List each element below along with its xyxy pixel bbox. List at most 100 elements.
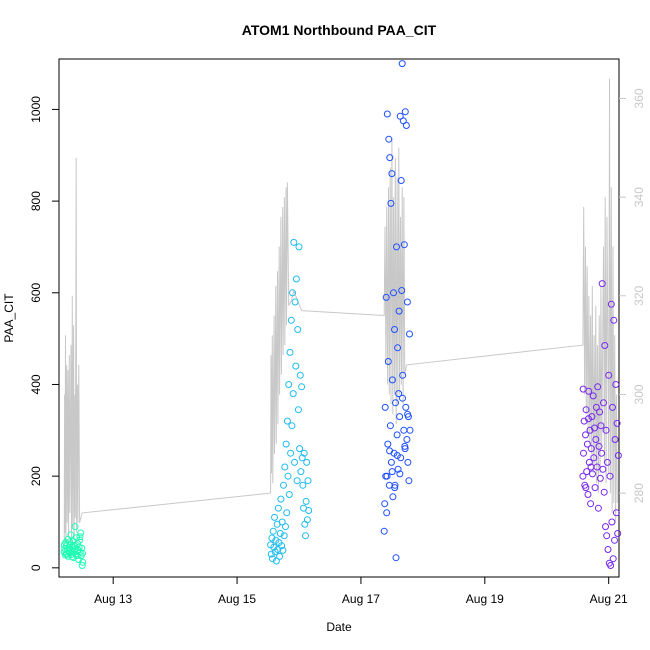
y-axis-title: PAA_CIT bbox=[2, 293, 16, 343]
data-point bbox=[276, 552, 284, 560]
data-point bbox=[388, 170, 396, 178]
data-point bbox=[393, 452, 401, 459]
data-point bbox=[599, 465, 607, 473]
data-point bbox=[391, 481, 399, 489]
data-point bbox=[587, 500, 595, 508]
data-point bbox=[79, 558, 87, 566]
data-point bbox=[269, 527, 277, 535]
data-point bbox=[585, 458, 593, 466]
data-point bbox=[291, 298, 299, 306]
data-point bbox=[580, 449, 587, 457]
data-point bbox=[391, 326, 398, 333]
y-right-tick-label: 320 bbox=[632, 285, 646, 305]
data-point bbox=[398, 60, 406, 68]
data-point bbox=[303, 458, 311, 466]
data-point bbox=[385, 135, 393, 143]
data-point bbox=[395, 390, 403, 398]
data-point bbox=[602, 523, 609, 531]
data-point bbox=[399, 394, 406, 402]
data-point bbox=[280, 481, 287, 489]
data-point bbox=[271, 513, 278, 521]
data-point bbox=[590, 454, 598, 462]
data-point bbox=[592, 436, 600, 443]
data-point bbox=[582, 431, 589, 439]
data-point bbox=[386, 422, 394, 430]
data-point bbox=[609, 403, 616, 411]
data-point bbox=[387, 458, 395, 466]
data-point bbox=[294, 326, 302, 333]
data-point bbox=[285, 491, 293, 498]
data-point bbox=[279, 546, 287, 554]
data-point bbox=[406, 330, 413, 338]
data-point bbox=[605, 371, 613, 379]
x-tick-label: Aug 21 bbox=[590, 592, 628, 606]
data-point bbox=[395, 307, 403, 315]
data-point bbox=[67, 531, 75, 539]
y-tick-label: 200 bbox=[29, 466, 43, 486]
data-point bbox=[584, 415, 592, 423]
x-tick-label: Aug 19 bbox=[466, 592, 504, 606]
data-point bbox=[78, 562, 86, 569]
data-point bbox=[387, 199, 395, 207]
data-point bbox=[392, 399, 399, 407]
data-point bbox=[278, 542, 286, 550]
data-point bbox=[267, 550, 275, 558]
data-point bbox=[384, 440, 392, 448]
data-point bbox=[609, 555, 617, 563]
data-point bbox=[292, 275, 300, 283]
data-point bbox=[286, 348, 294, 356]
data-point bbox=[296, 445, 304, 453]
data-point bbox=[596, 408, 604, 416]
data-point bbox=[603, 458, 611, 466]
scatter-points bbox=[60, 60, 622, 569]
data-point bbox=[280, 532, 288, 540]
plot-area bbox=[58, 58, 620, 578]
y-tick-label: 800 bbox=[29, 191, 43, 211]
data-point bbox=[384, 358, 392, 365]
data-point bbox=[600, 399, 607, 407]
data-point bbox=[611, 536, 618, 544]
data-point bbox=[594, 383, 602, 391]
data-point bbox=[287, 449, 295, 457]
data-point bbox=[76, 536, 84, 544]
data-point bbox=[401, 108, 409, 116]
y-axis: 0 200 400 600 800 1000 bbox=[29, 96, 59, 571]
data-point bbox=[404, 458, 412, 466]
data-point bbox=[297, 468, 305, 476]
data-point bbox=[406, 426, 414, 434]
data-point bbox=[68, 553, 76, 561]
data-point bbox=[391, 484, 399, 492]
data-point bbox=[303, 516, 311, 524]
data-point bbox=[294, 406, 302, 414]
data-point bbox=[289, 390, 297, 398]
data-point bbox=[602, 426, 610, 434]
data-point bbox=[276, 530, 284, 537]
data-point bbox=[591, 484, 599, 492]
data-point bbox=[299, 481, 307, 489]
data-point bbox=[612, 381, 620, 388]
data-point bbox=[282, 523, 289, 531]
data-point bbox=[403, 298, 411, 306]
y-right-tick-label: 280 bbox=[632, 483, 646, 503]
data-point bbox=[298, 454, 306, 462]
data-point bbox=[579, 472, 587, 480]
data-point bbox=[288, 422, 296, 430]
data-point bbox=[382, 293, 390, 301]
data-point bbox=[608, 518, 616, 526]
data-point bbox=[292, 362, 300, 370]
data-point bbox=[598, 280, 606, 288]
data-point bbox=[603, 532, 611, 540]
data-point bbox=[614, 452, 622, 459]
data-point bbox=[269, 555, 276, 563]
data-point bbox=[584, 491, 592, 498]
data-point bbox=[380, 527, 388, 535]
data-point bbox=[298, 383, 306, 391]
data-point bbox=[589, 470, 596, 478]
data-point bbox=[594, 504, 602, 512]
data-point bbox=[613, 419, 621, 427]
data-point bbox=[390, 289, 397, 297]
data-point bbox=[587, 445, 595, 453]
data-point bbox=[270, 543, 278, 551]
y-axis-right: 280 300 320 340 360 bbox=[619, 88, 646, 503]
